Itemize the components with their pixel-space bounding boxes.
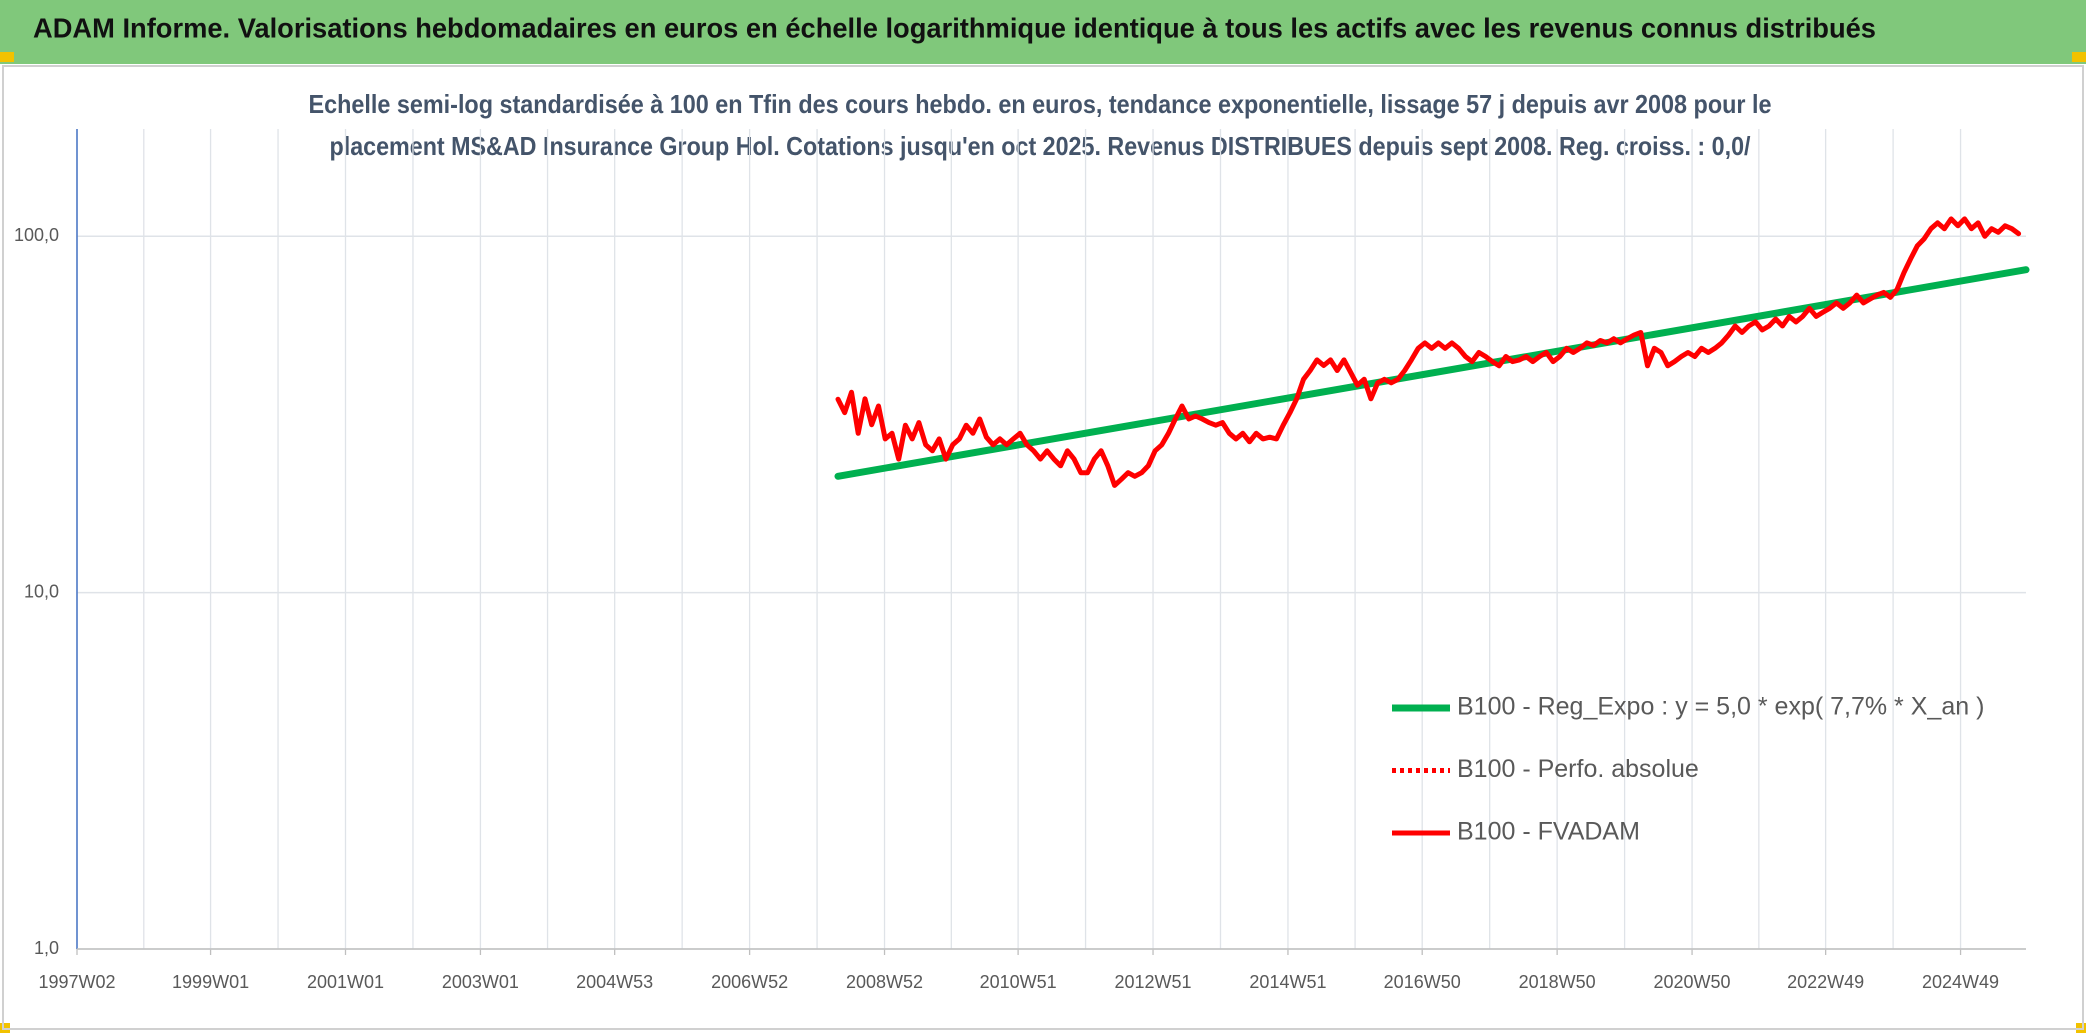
x-tick-label: 2020W50 bbox=[1654, 972, 1731, 992]
y-tick-label: 1,0 bbox=[34, 938, 59, 958]
series-line bbox=[835, 216, 2022, 488]
x-tick-label: 2004W53 bbox=[576, 972, 653, 992]
legend-label: B100 - Reg_Expo : y = 5,0 * exp( 7,7% * … bbox=[1457, 693, 1984, 721]
chart-title: ADAM Informe. Valorisations hebdomadaire… bbox=[33, 12, 1876, 43]
corner-mark bbox=[2072, 52, 2086, 62]
legend-label: B100 - Perfo. absolue bbox=[1457, 755, 1699, 783]
y-tick-label: 10,0 bbox=[24, 581, 59, 601]
x-tick-label: 2024W49 bbox=[1922, 972, 1999, 992]
y-tick-label: 100,0 bbox=[14, 225, 59, 245]
x-tick-label: 2010W51 bbox=[980, 972, 1057, 992]
x-tick-label: 2008W52 bbox=[846, 972, 923, 992]
x-tick-label: 2012W51 bbox=[1115, 972, 1192, 992]
corner-mark bbox=[0, 52, 14, 62]
x-tick-label: 1999W01 bbox=[172, 972, 249, 992]
x-tick-label: 2018W50 bbox=[1519, 972, 1596, 992]
x-tick-label: 2001W01 bbox=[307, 972, 384, 992]
chart-subtitle: placement MS&AD Insurance Group Hol. Cot… bbox=[330, 131, 1751, 161]
x-tick-label: 2016W50 bbox=[1384, 972, 1461, 992]
header-bar bbox=[0, 0, 2086, 64]
legend-label: B100 - FVADAM bbox=[1457, 818, 1640, 846]
chart-subtitle: Echelle semi-log standardisée à 100 en T… bbox=[309, 89, 1772, 119]
x-tick-label: 2003W01 bbox=[442, 972, 519, 992]
x-tick-label: 2022W49 bbox=[1787, 972, 1864, 992]
chart-frame bbox=[2, 65, 2084, 1030]
x-tick-label: 1997W02 bbox=[38, 972, 115, 992]
x-tick-label: 2014W51 bbox=[1249, 972, 1326, 992]
series-line bbox=[834, 266, 2030, 480]
x-tick-label: 2006W52 bbox=[711, 972, 788, 992]
